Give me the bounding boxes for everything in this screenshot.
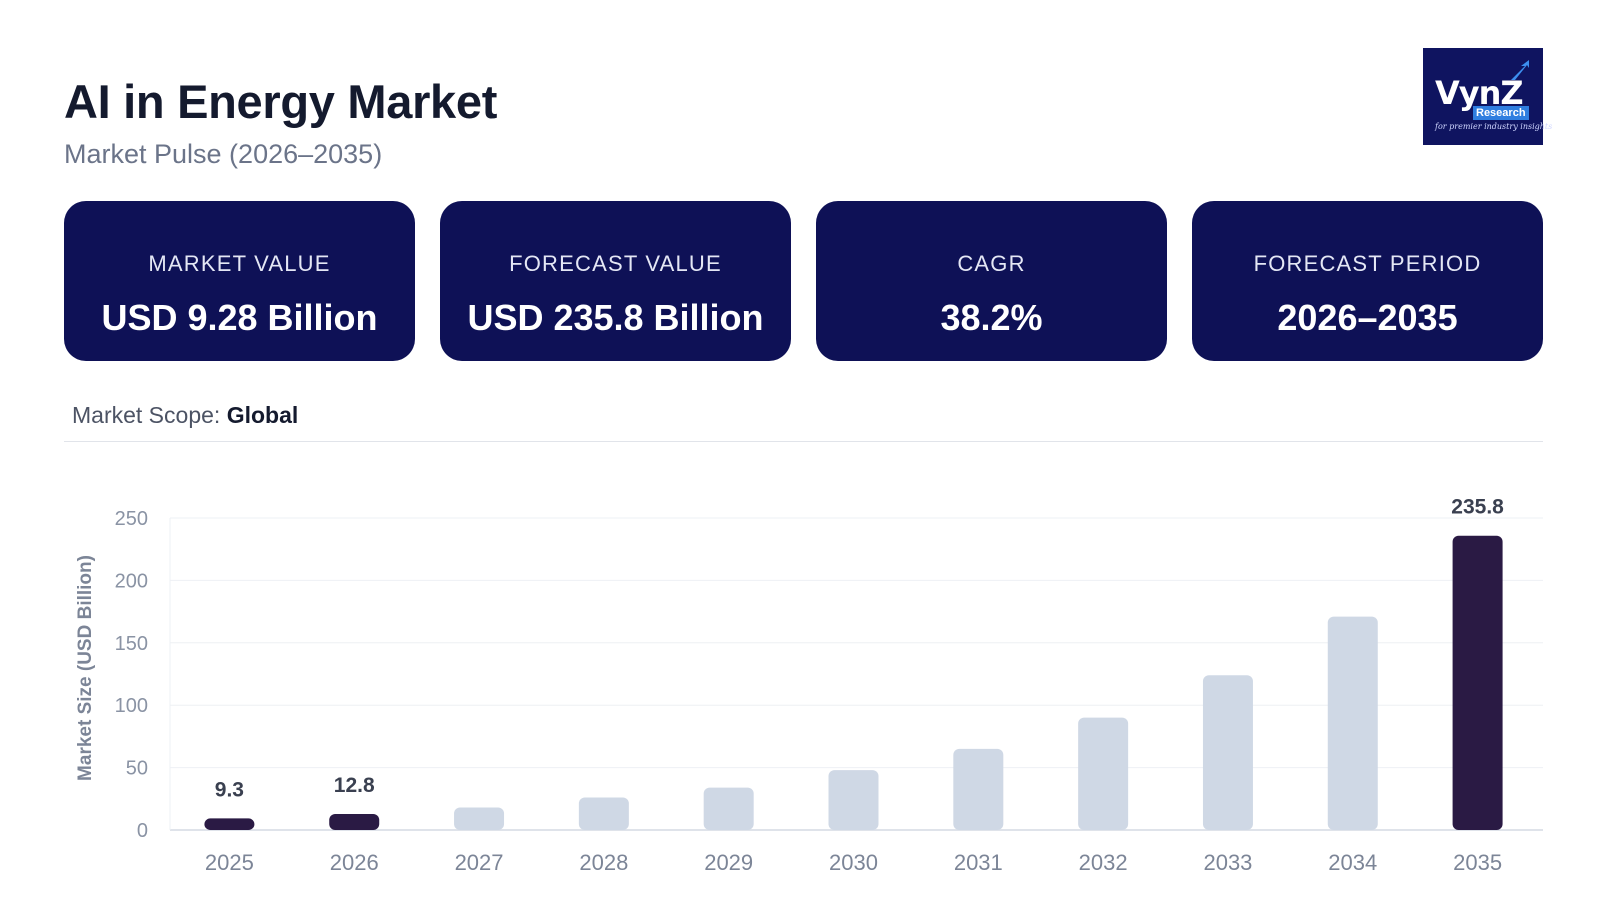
market-scope: Market Scope: Global [72,402,298,429]
card-label: CAGR [957,251,1026,276]
data-label: 9.3 [215,778,244,801]
bar [204,818,255,830]
y-tick-label: 50 [126,758,148,780]
card-forecast-period: FORECAST PERIOD 2026–2035 [1192,201,1543,361]
x-tick-label: 2027 [455,850,504,875]
scope-value: Global [226,402,299,428]
bar [828,770,879,830]
x-tick-label: 2031 [954,850,1003,875]
y-ticks: 0 50 100 150 200 250 [115,508,148,842]
y-tick-label: 150 [115,633,148,655]
x-tick-label: 2033 [1203,850,1252,875]
card-label: FORECAST VALUE [509,251,722,276]
page-title: AI in Energy Market [64,75,498,128]
y-axis-label: Market Size (USD Billion) [75,555,96,781]
logo-brand: VynZ [1435,74,1524,112]
x-tick-label: 2030 [829,850,878,875]
x-tick-label: 2035 [1453,850,1502,875]
bar [454,807,505,830]
card-value: 2026–2035 [1277,297,1458,338]
bars: 9.3 12.8 235.8 [204,496,1504,830]
bar [1327,616,1378,830]
card-value: USD 235.8 Billion [467,297,764,338]
x-ticks: 2025 2026 2027 2028 2029 2030 2031 2032 2033 2034… [205,850,1502,875]
logo-tagline: for premier industry insights [1435,122,1553,131]
x-tick-label: 2032 [1079,850,1128,875]
arrow-logo-icon [1511,60,1529,80]
page-subtitle: Market Pulse (2026–2035) [64,139,383,169]
y-tick-label: 200 [115,570,148,592]
data-label: 235.8 [1451,496,1504,519]
bar [578,797,629,830]
bar [1078,717,1129,830]
card-label: FORECAST PERIOD [1253,251,1482,276]
card-cagr: CAGR 38.2% [816,201,1167,361]
bar [1452,535,1503,830]
card-value: 38.2% [940,297,1043,338]
bar [703,787,754,830]
card-label: MARKET VALUE [148,251,331,276]
y-tick-label: 0 [137,820,148,842]
x-tick-label: 2026 [330,850,379,875]
y-tick-label: 100 [115,695,148,717]
data-label: 12.8 [334,774,375,797]
card-market-value: MARKET VALUE USD 9.28 Billion [64,201,415,361]
vynz-logo: VynZ Research for premier industry insig… [1423,48,1552,145]
x-tick-label: 2034 [1328,850,1377,875]
y-tick-label: 250 [115,508,148,530]
x-tick-label: 2025 [205,850,254,875]
bar [329,814,380,830]
card-forecast-value: FORECAST VALUE USD 235.8 Billion [440,201,791,361]
kpi-cards: MARKET VALUE USD 9.28 Billion FORECAST V… [64,201,1543,361]
card-value: USD 9.28 Billion [101,297,378,338]
bar [953,748,1004,830]
x-tick-label: 2029 [704,850,753,875]
scope-label: Market Scope: [72,402,227,428]
bar [1202,675,1253,830]
logo-sub: Research [1473,106,1529,120]
x-tick-label: 2028 [579,850,628,875]
divider [64,441,1543,442]
